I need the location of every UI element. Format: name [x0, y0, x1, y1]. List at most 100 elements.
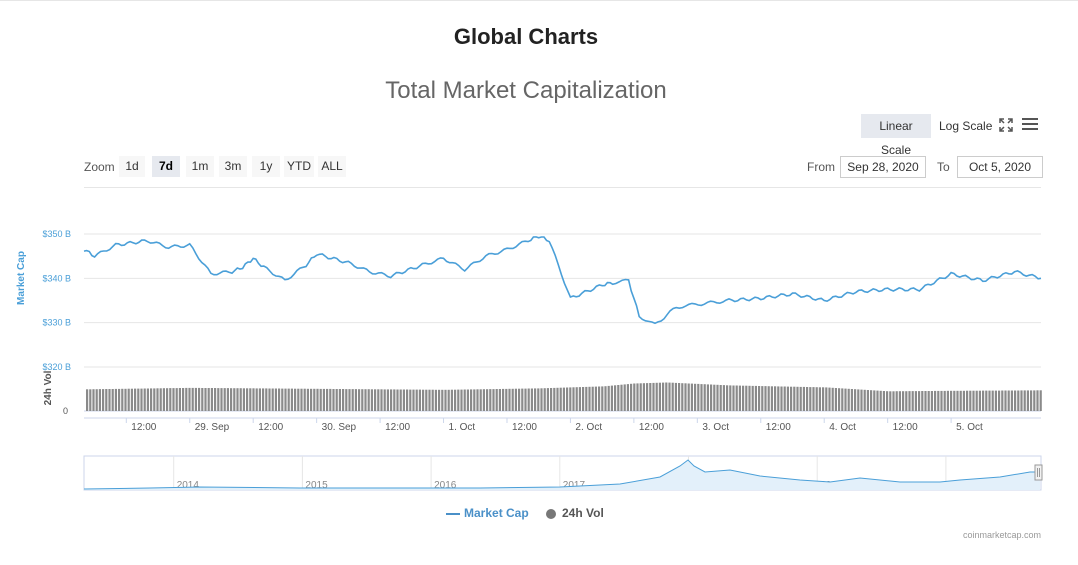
zoom-all-button[interactable]: ALL: [318, 156, 346, 177]
volume-bar: [380, 389, 383, 411]
volume-bar: [966, 390, 969, 411]
volume-bar: [559, 387, 562, 411]
volume-bar: [220, 388, 223, 411]
volume-bar: [796, 386, 799, 411]
volume-bar: [822, 387, 825, 411]
volume-bar: [886, 391, 889, 411]
y-tick-label: $350 B: [42, 229, 71, 239]
volume-bar: [962, 390, 965, 411]
volume-bar: [153, 388, 156, 411]
volume-bar: [338, 389, 341, 411]
volume-bar: [223, 388, 226, 411]
volume-bar: [594, 386, 597, 411]
credits-link[interactable]: coinmarketcap.com: [962, 530, 1041, 540]
log-scale-button[interactable]: Log Scale: [939, 119, 993, 133]
volume-bar: [239, 388, 242, 411]
legend-line-icon: [446, 512, 460, 515]
linear-scale-button[interactable]: Linear Scale: [861, 114, 931, 157]
zoom-1m-button[interactable]: 1m: [186, 156, 214, 177]
legend-24h-vol[interactable]: 24h Vol: [546, 506, 604, 520]
volume-bar: [841, 388, 844, 411]
navigator-handle[interactable]: [1034, 464, 1043, 481]
volume-bar: [444, 389, 447, 411]
volume-bar: [690, 383, 693, 411]
from-date-input[interactable]: Sep 28, 2020: [840, 156, 926, 178]
x-tick-label: 12:00: [385, 422, 410, 433]
volume-bar: [799, 386, 802, 411]
volume-bar: [463, 389, 466, 411]
fullscreen-icon[interactable]: [999, 118, 1013, 132]
volume-bar: [713, 384, 716, 411]
volume-bar: [754, 385, 757, 411]
volume-bar: [546, 388, 549, 411]
volume-bar: [847, 388, 850, 411]
volume-bar: [774, 386, 777, 411]
volume-bar: [198, 387, 201, 411]
page-title: Global Charts: [453, 24, 599, 49]
market-cap-chart[interactable]: $320 B $330 B $340 B $350 B Market Cap 0 24h V…: [0, 195, 1078, 500]
volume-bar: [162, 388, 165, 411]
zoom-label: Zoom: [84, 160, 115, 174]
hamburger-menu-icon[interactable]: [1022, 118, 1038, 132]
volume-bar: [383, 389, 386, 411]
from-label: From: [807, 160, 835, 174]
volume-bar: [991, 390, 994, 411]
volume-bar: [1017, 390, 1020, 411]
navigator-area: [84, 460, 1040, 490]
volume-bar: [210, 388, 213, 411]
volume-bar: [626, 384, 629, 411]
zoom-ytd-button[interactable]: YTD: [284, 156, 314, 177]
menu-bar: [1022, 128, 1038, 130]
volume-bar: [422, 389, 425, 411]
volume-bar: [268, 388, 271, 411]
volume-bar: [604, 386, 607, 411]
volume-bar: [790, 386, 793, 411]
volume-bar: [540, 388, 543, 411]
volume-bar: [294, 388, 297, 411]
volume-bar: [620, 384, 623, 411]
volume-bar: [905, 391, 908, 411]
x-tick-label: 12:00: [131, 422, 156, 433]
volume-bar: [361, 389, 364, 411]
navigator-year-label: 2014: [177, 480, 200, 491]
volume-bar: [140, 388, 143, 411]
volume-bar: [719, 385, 722, 411]
volume-bar: [364, 389, 367, 411]
zoom-7d-button[interactable]: 7d: [152, 156, 180, 177]
zoom-1y-button[interactable]: 1y: [252, 156, 280, 177]
volume-bar: [1020, 390, 1023, 411]
to-date-input[interactable]: Oct 5, 2020: [957, 156, 1043, 178]
volume-bar: [236, 388, 239, 411]
volume-bar: [726, 385, 729, 411]
volume-bar: [98, 389, 101, 411]
volume-bar: [566, 387, 569, 411]
volume-bar: [322, 388, 325, 411]
volume-bar: [284, 388, 287, 411]
volume-bar: [537, 388, 540, 411]
volume-bar: [86, 389, 89, 411]
volume-bar: [569, 387, 572, 411]
volume-bar: [985, 390, 988, 411]
zoom-3m-button[interactable]: 3m: [219, 156, 247, 177]
volume-bar: [806, 387, 809, 411]
legend-market-cap[interactable]: Market Cap: [446, 506, 529, 520]
volume-bar: [495, 389, 498, 411]
volume-bar: [521, 388, 524, 411]
volume-bar: [156, 388, 159, 411]
x-tick-label: 3. Oct: [702, 422, 729, 433]
volume-bar: [943, 390, 946, 411]
volume-bar: [258, 388, 261, 411]
volume-bar: [530, 388, 533, 411]
volume-bar: [988, 390, 991, 411]
volume-bar: [412, 389, 415, 411]
volume-bar: [511, 388, 514, 411]
volume-bar: [1007, 390, 1010, 411]
toolbar-divider: [84, 187, 1041, 188]
volume-bar: [809, 387, 812, 411]
zoom-1d-button[interactable]: 1d: [119, 156, 145, 177]
volume-bar: [278, 388, 281, 411]
volume-bar: [201, 388, 204, 411]
volume-bar: [946, 390, 949, 411]
volume-bar: [166, 388, 169, 411]
volume-bar: [812, 387, 815, 411]
